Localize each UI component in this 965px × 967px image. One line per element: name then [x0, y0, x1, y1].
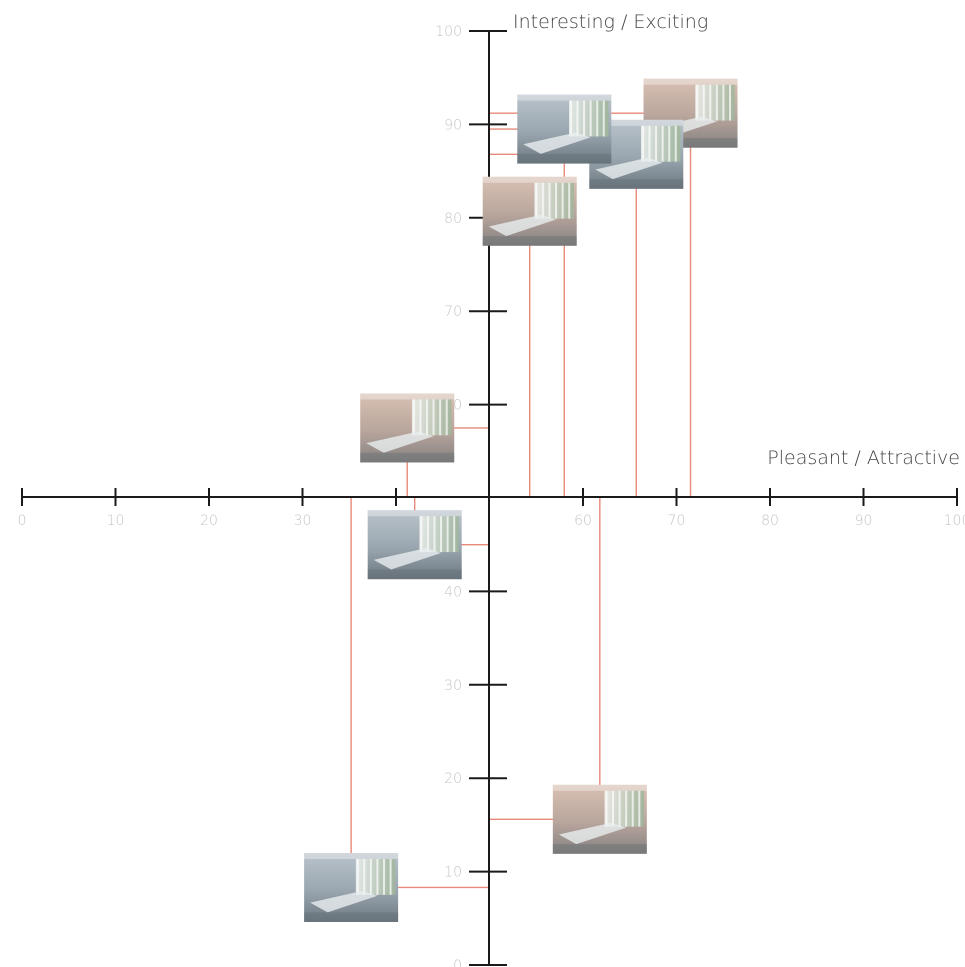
point-thumbnail-office-clear-glazing	[552, 784, 647, 854]
y-tick-label: 100	[435, 24, 462, 40]
point-thumbnail-office-vertical-louvres	[367, 510, 462, 580]
x-tick-label: 0	[18, 513, 27, 529]
thumbnail-ceiling	[360, 393, 455, 400]
y-axis-ticks: 01020304060708090100	[435, 24, 507, 967]
x-tick-label: 20	[200, 513, 218, 529]
thumbnail-window	[355, 858, 396, 895]
thumbnail-table	[523, 132, 591, 154]
x-tick-label: 90	[855, 513, 873, 529]
thumbnail-ceiling	[517, 94, 612, 101]
point-thumbnail-office-ribbon-window	[304, 852, 399, 922]
thumbnail-window	[569, 100, 609, 137]
x-axis-ticks: 01020304060708090100	[18, 488, 965, 529]
thumbnail-ceiling	[589, 119, 684, 126]
y-tick-label: 80	[444, 211, 462, 227]
thumbnail-floor	[643, 138, 738, 148]
thumbnail-floor	[552, 844, 647, 854]
thumbnail-window	[411, 399, 452, 436]
x-tick-label: 100	[944, 513, 965, 529]
y-tick-label: 90	[444, 117, 462, 133]
thumbnail-floor	[589, 179, 684, 189]
y-tick-label: 30	[444, 678, 462, 694]
y-axis-title: Interesting / Exciting	[513, 11, 708, 33]
thumbnail-table	[310, 890, 378, 913]
y-tick-label: 40	[444, 584, 462, 600]
thumbnail-table	[488, 214, 557, 237]
point-thumbnail-office-wavy-fins	[482, 176, 577, 246]
x-tick-label: 60	[574, 513, 592, 529]
point-thumbnails	[304, 78, 738, 922]
thumbnail-table	[558, 822, 627, 845]
x-tick-label: 10	[107, 513, 125, 529]
thumbnail-ceiling	[304, 852, 399, 859]
thumbnail-floor	[360, 452, 455, 463]
thumbnail-window	[640, 125, 681, 162]
thumbnail-floor	[517, 153, 612, 164]
thumbnail-window	[604, 790, 645, 827]
thumbnail-ceiling	[367, 510, 462, 517]
thumbnail-floor	[304, 912, 399, 922]
y-tick-label: 0	[453, 958, 462, 967]
point-thumbnail-office-vertical-slats	[360, 393, 455, 463]
x-tick-label: 30	[294, 513, 312, 529]
y-tick-label: 20	[444, 771, 462, 787]
thumbnail-window	[419, 516, 459, 553]
point-thumbnail-office-organic-pattern-glazing	[517, 94, 612, 164]
thumbnail-ceiling	[643, 78, 738, 85]
thumbnail-table	[595, 157, 663, 180]
y-tick-label: 10	[444, 865, 462, 881]
x-tick-label: 70	[668, 513, 686, 529]
y-tick-label: 70	[444, 304, 462, 320]
thumbnail-floor	[367, 569, 462, 580]
thumbnail-table	[373, 548, 442, 570]
thumbnail-ceiling	[482, 176, 577, 183]
thumbnail-ceiling	[552, 784, 647, 791]
axes: 01020304060708090100 0102030406070809010…	[18, 24, 965, 967]
x-tick-label: 80	[761, 513, 779, 529]
thumbnail-table	[366, 431, 434, 453]
thumbnail-floor	[482, 236, 577, 246]
thumbnail-window	[534, 182, 574, 219]
thumbnail-window	[695, 84, 735, 121]
x-axis-title: Pleasant / Attractive	[767, 447, 960, 469]
